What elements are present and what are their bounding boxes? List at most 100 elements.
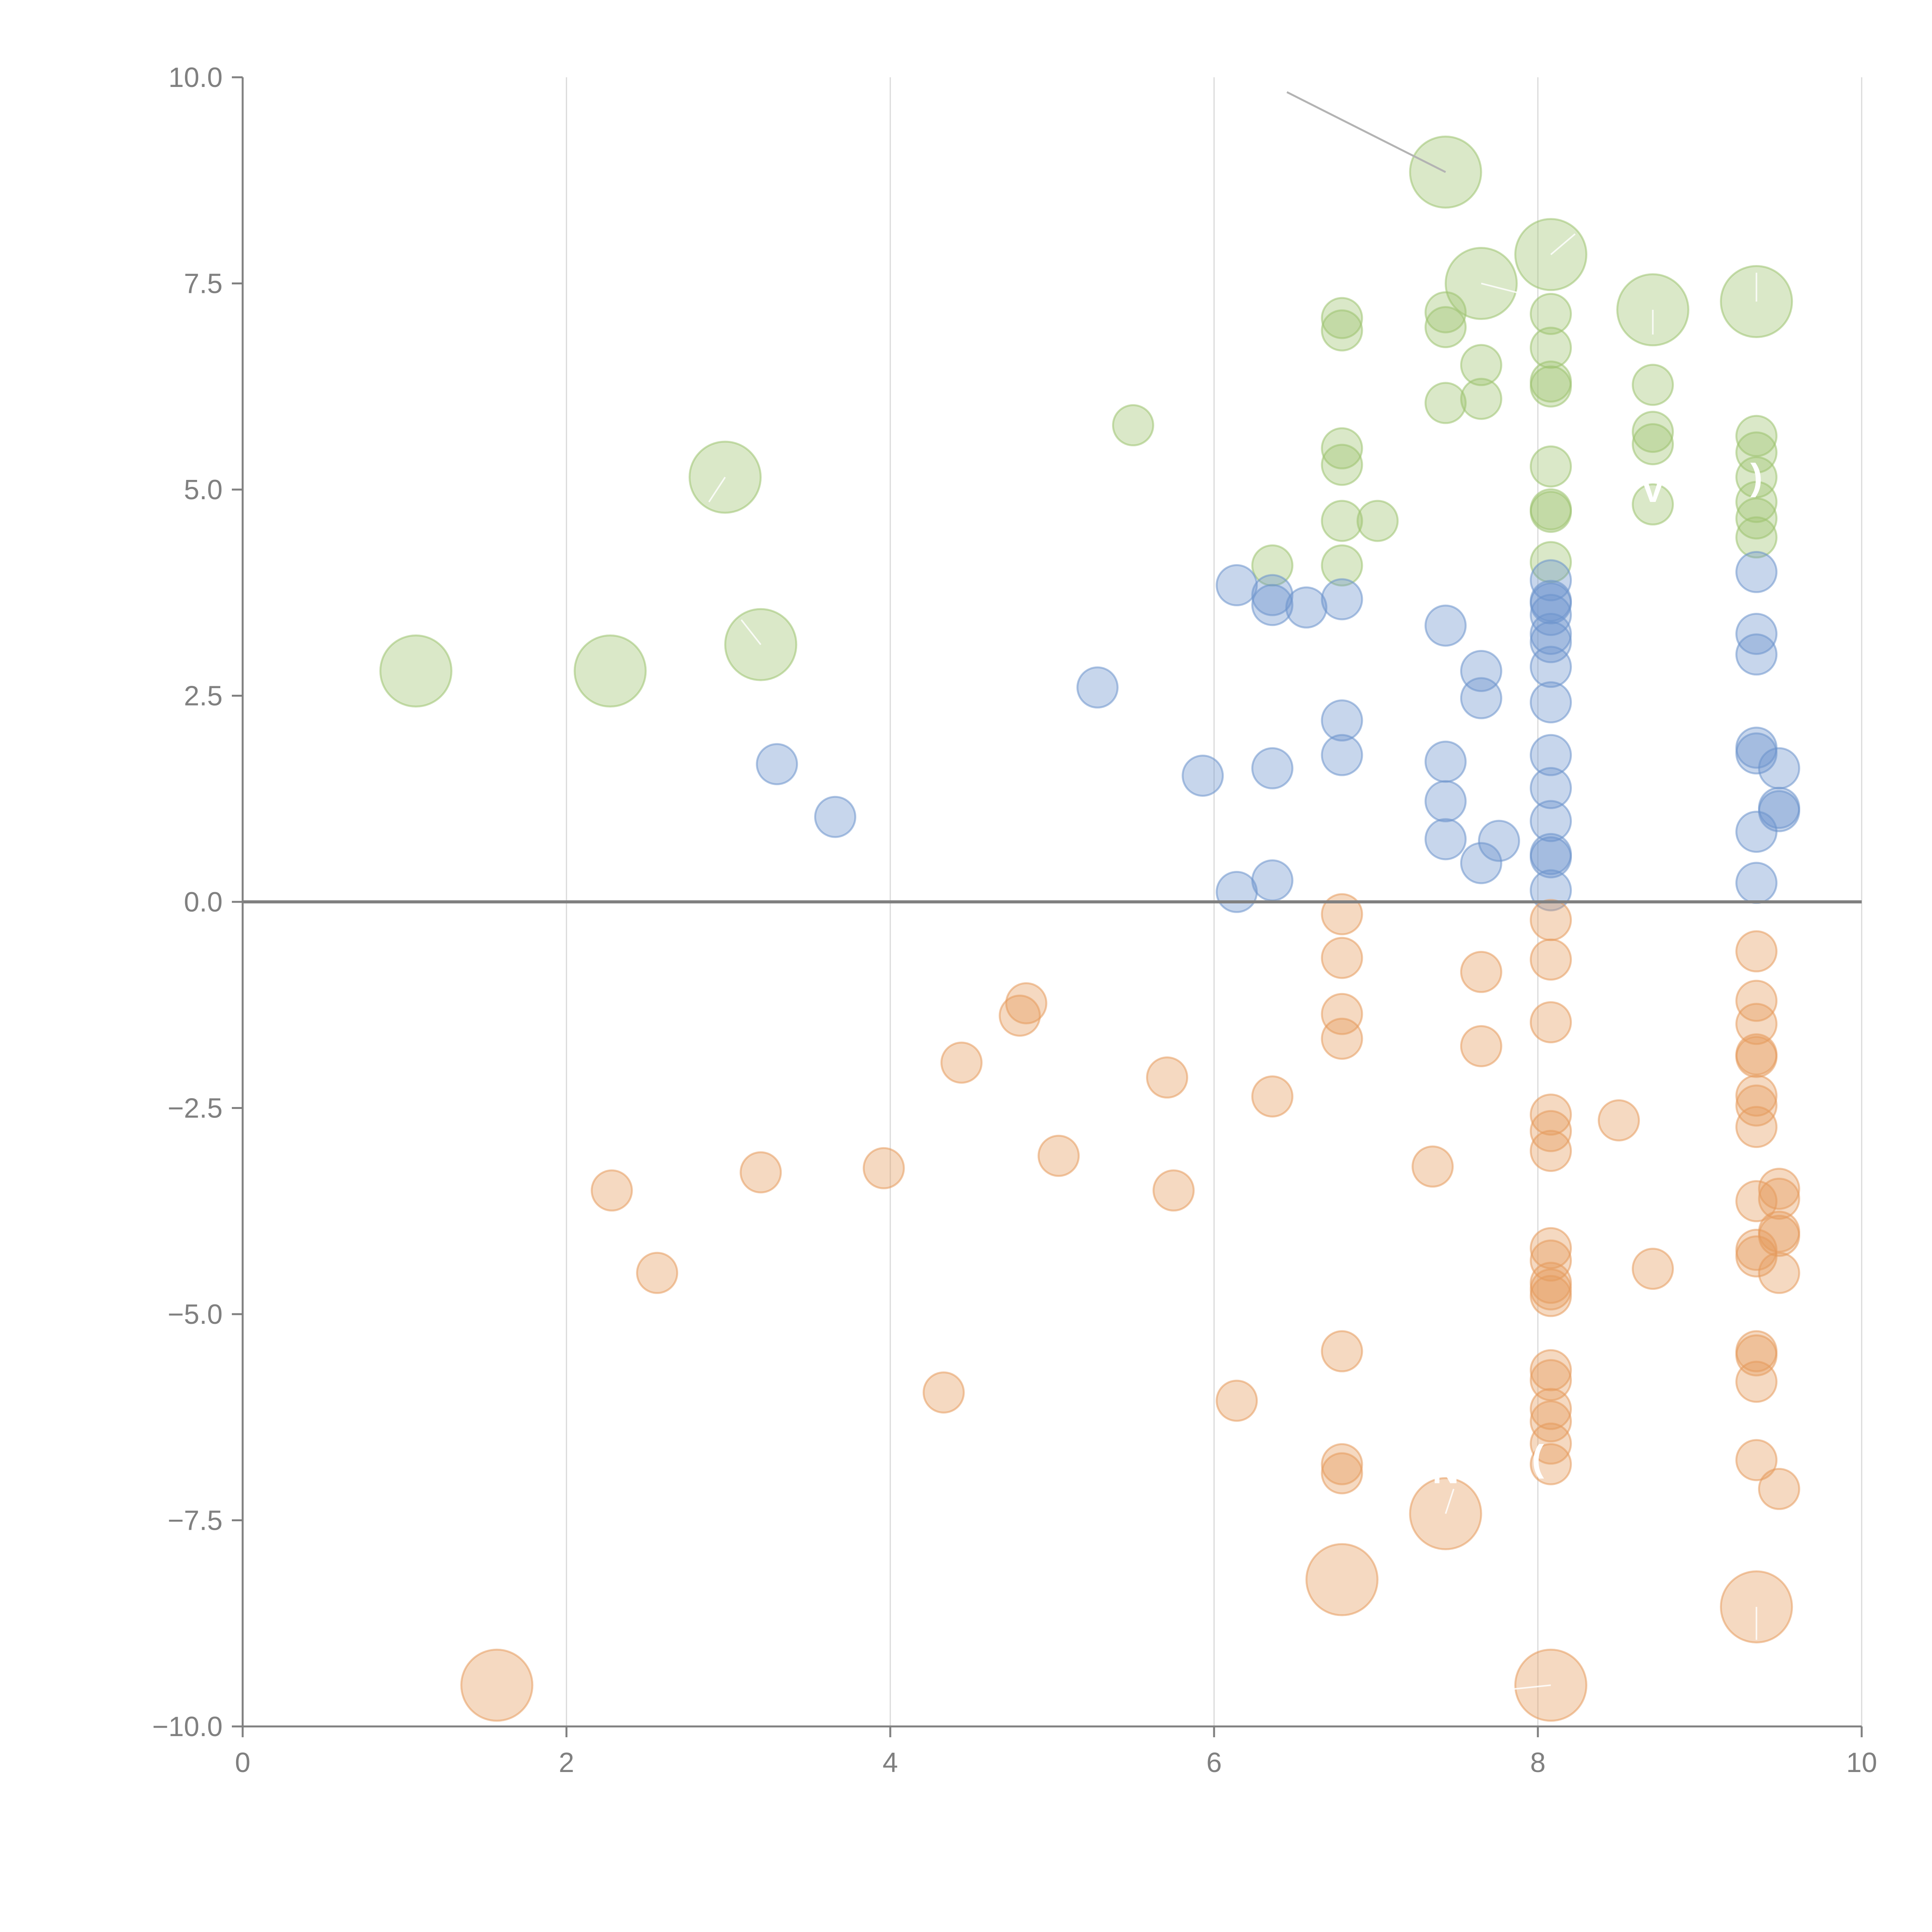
leader-line bbox=[740, 619, 762, 645]
data-point-blue bbox=[1735, 862, 1778, 904]
data-point-orange bbox=[1412, 1145, 1454, 1188]
data-point-green bbox=[1735, 415, 1778, 457]
data-point-orange bbox=[1530, 1094, 1572, 1136]
data-point-green bbox=[1321, 500, 1363, 542]
y-tick-label: 2.5 bbox=[184, 681, 223, 712]
annotation-label: ( bbox=[1532, 1437, 1544, 1479]
data-point-green bbox=[1424, 382, 1467, 424]
data-point-blue bbox=[1530, 621, 1572, 663]
data-point-orange bbox=[1631, 1248, 1674, 1290]
y-tick-label: 7.5 bbox=[184, 269, 223, 299]
data-point-blue bbox=[756, 743, 798, 786]
data-point-orange bbox=[1735, 1439, 1778, 1481]
data-point-blue bbox=[1424, 604, 1467, 647]
data-point-orange bbox=[1460, 1025, 1502, 1067]
y-tick-label: −5.0 bbox=[168, 1299, 223, 1330]
data-point-green bbox=[1460, 344, 1502, 386]
data-point-blue bbox=[1182, 754, 1224, 797]
y-tick-label: −10.0 bbox=[152, 1711, 223, 1742]
data-point-orange bbox=[1530, 1129, 1572, 1172]
data-point-blue bbox=[1460, 842, 1502, 884]
data-point-green bbox=[1112, 404, 1154, 447]
data-point-orange bbox=[1530, 1227, 1572, 1269]
x-tick-label: 0 bbox=[235, 1747, 250, 1778]
data-point-orange bbox=[1735, 1074, 1778, 1117]
data-point-blue bbox=[1530, 767, 1572, 810]
data-point-orange bbox=[590, 1169, 633, 1212]
data-point-green bbox=[1735, 497, 1778, 540]
y-tick-label: −2.5 bbox=[168, 1093, 223, 1124]
y-axis: 10.0 7.5 5.0 2.5 0.0 −2.5 −5.0 −7.5 −10.0 bbox=[152, 62, 243, 1742]
data-point-orange bbox=[1598, 1099, 1640, 1142]
annotation-label: N bbox=[1432, 1450, 1459, 1491]
data-point-green bbox=[573, 634, 647, 707]
data-point-orange bbox=[740, 1151, 782, 1194]
data-point-orange bbox=[998, 994, 1041, 1037]
data-point-orange bbox=[1530, 1400, 1572, 1442]
data-point-blue bbox=[1758, 747, 1800, 789]
data-point-orange bbox=[1735, 930, 1778, 973]
data-point-orange bbox=[1530, 1359, 1572, 1401]
data-point-orange bbox=[1037, 1134, 1080, 1177]
data-point-orange bbox=[1735, 1036, 1778, 1078]
data-point-green bbox=[1735, 516, 1778, 559]
data-point-blue bbox=[1735, 732, 1778, 775]
data-point-green bbox=[1530, 327, 1572, 369]
data-point-green bbox=[1735, 456, 1778, 498]
data-point-orange bbox=[1758, 1468, 1800, 1510]
x-tick-label: 6 bbox=[1206, 1747, 1222, 1778]
data-point-blue bbox=[1251, 584, 1294, 626]
data-point-blue bbox=[1530, 800, 1572, 842]
x-axis: 0 2 4 6 8 10 bbox=[235, 1726, 1877, 1778]
annotations: N (V) bbox=[1432, 456, 1763, 1491]
data-point-blue bbox=[1285, 586, 1328, 629]
data-point-blue bbox=[1216, 564, 1258, 607]
data-point-orange bbox=[1530, 1239, 1572, 1282]
data-point-green bbox=[1356, 500, 1399, 542]
data-point-orange bbox=[1460, 951, 1502, 993]
data-point-green bbox=[1424, 306, 1467, 349]
series-orange bbox=[460, 893, 1800, 1722]
y-tick-label: −7.5 bbox=[168, 1505, 223, 1536]
data-point-blue bbox=[1076, 666, 1119, 709]
data-point-green bbox=[1735, 431, 1778, 474]
data-point-orange bbox=[1735, 1106, 1778, 1148]
leader-line bbox=[708, 476, 726, 503]
data-point-blue bbox=[1735, 551, 1778, 593]
data-point-green bbox=[1631, 364, 1674, 406]
data-point-orange bbox=[1321, 1330, 1363, 1372]
data-point-green bbox=[1530, 541, 1572, 583]
leader-line bbox=[1510, 1684, 1551, 1690]
data-point-blue bbox=[1251, 859, 1294, 902]
data-point-orange bbox=[1530, 1001, 1572, 1044]
data-point-green bbox=[1530, 365, 1572, 408]
data-point-green bbox=[1631, 483, 1674, 526]
x-tick-label: 8 bbox=[1530, 1747, 1546, 1778]
data-point-blue bbox=[1735, 633, 1778, 676]
data-point-orange bbox=[1321, 1017, 1363, 1060]
data-point-blue bbox=[1530, 836, 1572, 879]
data-point-green bbox=[1409, 135, 1482, 209]
data-point-orange bbox=[1321, 1443, 1363, 1485]
y-tick-label: 5.0 bbox=[184, 474, 223, 505]
data-point-orange bbox=[1735, 1003, 1778, 1045]
data-point-orange bbox=[1735, 1084, 1778, 1127]
data-point-blue bbox=[1321, 578, 1363, 621]
data-point-orange bbox=[940, 1041, 983, 1084]
data-point-green bbox=[1530, 491, 1572, 533]
data-point-green bbox=[1631, 423, 1674, 466]
leader-line-callout bbox=[1286, 91, 1446, 173]
annotation-label: V bbox=[1640, 469, 1665, 510]
data-point-orange bbox=[1321, 893, 1363, 935]
data-point-blue bbox=[1424, 818, 1467, 861]
data-point-green bbox=[1530, 293, 1572, 335]
y-tick-label: 10.0 bbox=[168, 62, 223, 93]
data-point-orange bbox=[1530, 899, 1572, 941]
data-point-orange bbox=[1530, 938, 1572, 981]
data-point-orange bbox=[1152, 1169, 1195, 1212]
data-point-blue bbox=[1735, 811, 1778, 853]
data-point-blue bbox=[1251, 574, 1294, 616]
data-point-orange bbox=[1530, 1443, 1572, 1485]
